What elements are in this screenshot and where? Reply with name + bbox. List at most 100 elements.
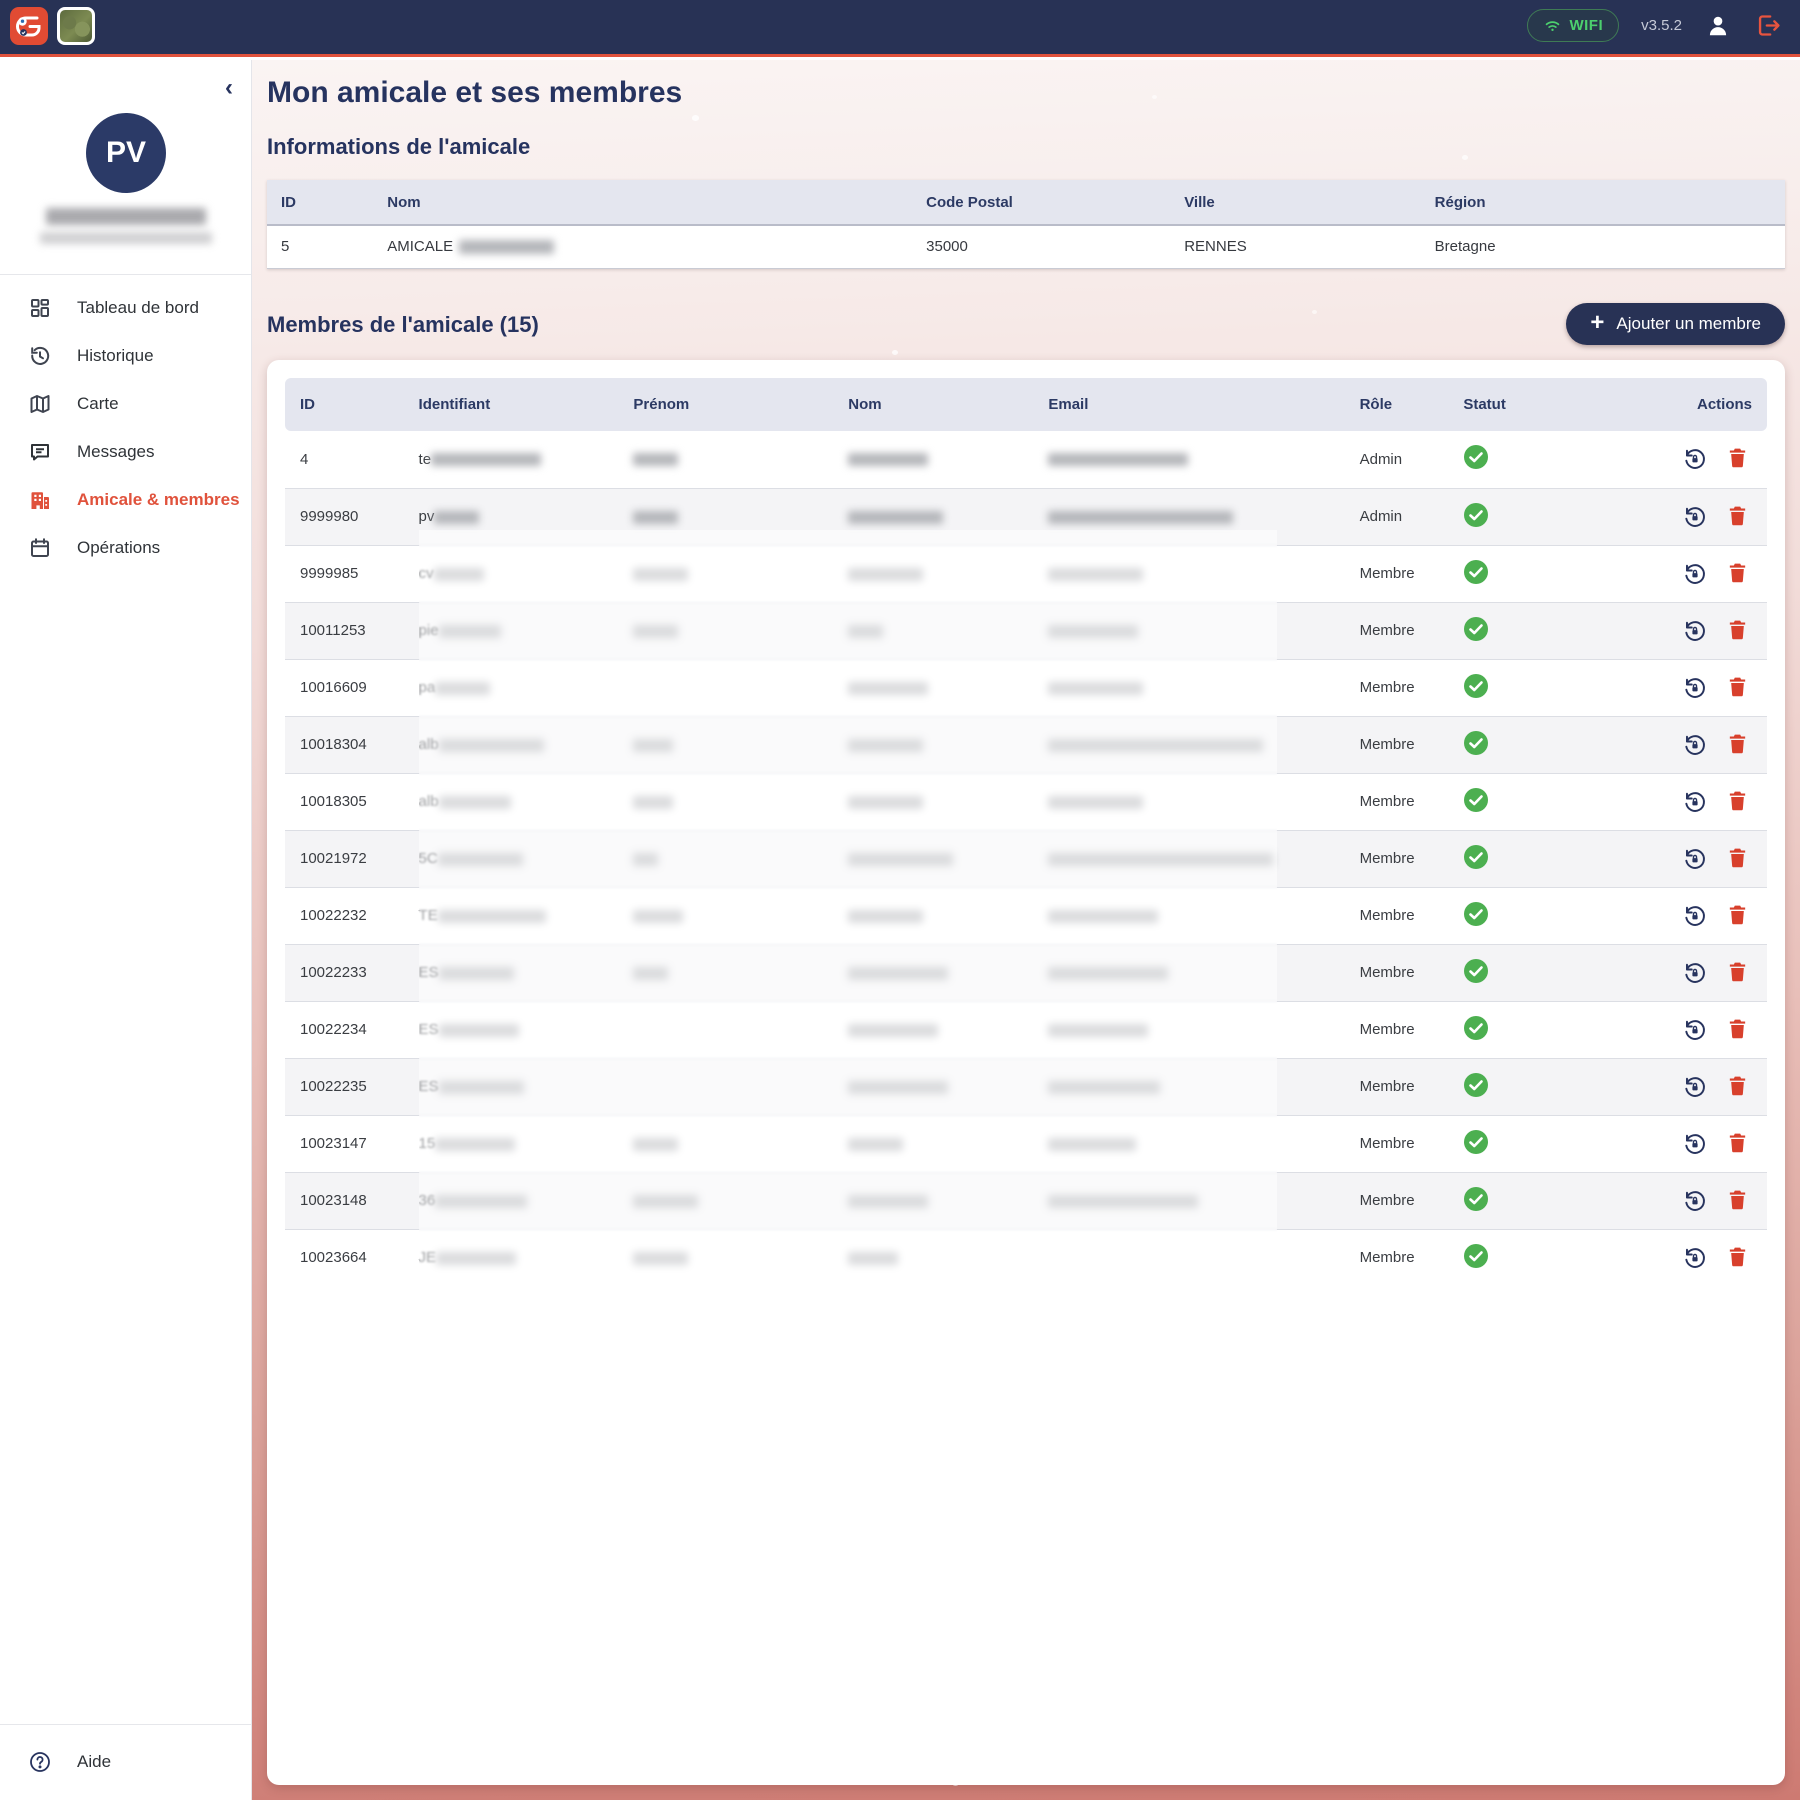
app-logo-icon[interactable]: [10, 6, 48, 45]
redacted-text: [633, 966, 669, 980]
delete-member-icon[interactable]: [1726, 1074, 1752, 1100]
sidebar-item-historique[interactable]: Historique: [0, 332, 251, 380]
reset-password-icon[interactable]: [1682, 789, 1708, 815]
delete-member-icon[interactable]: [1726, 960, 1752, 986]
photo-thumbnail[interactable]: [57, 6, 95, 45]
member-identifiant: pv: [403, 487, 619, 545]
delete-member-icon[interactable]: [1726, 561, 1752, 587]
add-member-button[interactable]: + Ajouter un membre: [1566, 303, 1785, 345]
member-nom: [833, 431, 1033, 488]
delete-member-icon[interactable]: [1726, 1245, 1752, 1271]
reset-password-icon[interactable]: [1682, 732, 1708, 758]
member-prenom: [618, 544, 834, 602]
delete-member-icon[interactable]: [1726, 1131, 1752, 1157]
members-header-prenom: Prénom: [618, 378, 834, 431]
identifiant-prefix: alb: [418, 793, 439, 810]
redacted-text: [1048, 567, 1144, 581]
redacted-text: [633, 909, 684, 923]
redacted-text: [436, 1251, 517, 1265]
member-actions: [1626, 431, 1767, 488]
delete-member-icon[interactable]: [1726, 846, 1752, 872]
redacted-text: [438, 1023, 519, 1037]
reset-password-icon[interactable]: [1682, 446, 1708, 472]
reset-password-icon[interactable]: [1682, 960, 1708, 986]
delete-member-icon[interactable]: [1726, 1017, 1752, 1043]
identifiant-prefix: ES: [418, 1021, 439, 1038]
member-role: Membre: [1344, 1171, 1449, 1229]
delete-member-icon[interactable]: [1726, 504, 1752, 530]
member-status: [1448, 1171, 1627, 1229]
building-icon: [28, 488, 52, 512]
user-account-icon[interactable]: [1704, 12, 1732, 40]
delete-member-icon[interactable]: [1726, 618, 1752, 644]
member-prenom: [618, 943, 834, 1001]
member-actions: [1626, 658, 1767, 716]
sidebar-collapse-icon[interactable]: ‹: [225, 74, 233, 101]
member-nom: [833, 886, 1034, 944]
reset-password-icon[interactable]: [1682, 561, 1708, 587]
redacted-text: [848, 966, 949, 980]
reset-password-icon[interactable]: [1682, 618, 1708, 644]
sidebar-item-aide[interactable]: Aide: [0, 1738, 251, 1786]
amicale-info-table: ID Nom Code Postal Ville Région 5 AMICAL…: [267, 180, 1785, 269]
sidebar-item-carte[interactable]: Carte: [0, 380, 251, 428]
reset-password-icon[interactable]: [1682, 1074, 1708, 1100]
member-prenom: [618, 715, 834, 773]
redacted-text: [848, 1023, 939, 1037]
sidebar-item-amicale-membres[interactable]: Amicale & membres: [0, 476, 251, 524]
reset-password-icon[interactable]: [1682, 1131, 1708, 1157]
redacted-text: [1048, 624, 1139, 638]
reset-password-icon[interactable]: [1682, 675, 1708, 701]
member-id: 10022232: [285, 886, 404, 944]
redacted-text: [848, 909, 924, 923]
identifiant-prefix: pie: [418, 622, 439, 639]
status-ok-icon: [1463, 1129, 1489, 1155]
reset-password-icon[interactable]: [1682, 1245, 1708, 1271]
delete-member-icon[interactable]: [1726, 903, 1752, 929]
reset-password-icon[interactable]: [1682, 846, 1708, 872]
sidebar-item-tableau-de-bord[interactable]: Tableau de bord: [0, 284, 251, 332]
sidebar-item-label: Aide: [77, 1752, 112, 1771]
member-status: [1448, 886, 1627, 944]
member-actions: [1626, 601, 1767, 659]
members-card: ID Identifiant Prénom Nom Email Rôle Sta…: [267, 360, 1785, 1785]
plus-icon: +: [1590, 309, 1605, 336]
sidebar-item-operations[interactable]: Opérations: [0, 524, 251, 572]
member-row: 9999985 cv Membre: [285, 544, 1767, 602]
sidebar-item-messages[interactable]: Messages: [0, 428, 251, 476]
reset-password-icon[interactable]: [1682, 903, 1708, 929]
redacted-text: [848, 1137, 904, 1151]
member-role: Membre: [1344, 658, 1449, 716]
reset-password-icon[interactable]: [1682, 504, 1708, 530]
member-id: 10023148: [285, 1171, 404, 1229]
member-id: 10023664: [285, 1228, 404, 1286]
member-status: [1448, 544, 1627, 602]
member-role: Membre: [1344, 886, 1449, 944]
redacted-text: [1048, 1137, 1137, 1151]
delete-member-icon[interactable]: [1726, 446, 1752, 472]
delete-member-icon[interactable]: [1726, 675, 1752, 701]
member-id: 10022235: [285, 1057, 404, 1115]
status-ok-icon: [1463, 844, 1489, 870]
members-section-title: Membres de l'amicale (15): [267, 312, 539, 337]
member-email: [1033, 1171, 1345, 1229]
redacted-text: [438, 624, 501, 638]
member-actions: [1626, 772, 1767, 830]
redacted-text: [848, 1251, 899, 1265]
member-actions: [1626, 1057, 1767, 1115]
member-id: 10022233: [285, 943, 404, 1001]
delete-member-icon[interactable]: [1726, 1188, 1752, 1214]
logout-icon[interactable]: [1754, 12, 1782, 40]
redacted-text: [435, 681, 491, 695]
identifiant-prefix: 5C: [418, 850, 438, 867]
redacted-text: [1048, 966, 1169, 980]
member-prenom: [618, 1057, 834, 1115]
delete-member-icon[interactable]: [1726, 789, 1752, 815]
member-nom: [833, 601, 1034, 659]
reset-password-icon[interactable]: [1682, 1188, 1708, 1214]
reset-password-icon[interactable]: [1682, 1017, 1708, 1043]
redacted-text: [435, 1194, 528, 1208]
redacted-text: [848, 510, 944, 524]
member-status: [1448, 943, 1627, 1001]
delete-member-icon[interactable]: [1726, 732, 1752, 758]
